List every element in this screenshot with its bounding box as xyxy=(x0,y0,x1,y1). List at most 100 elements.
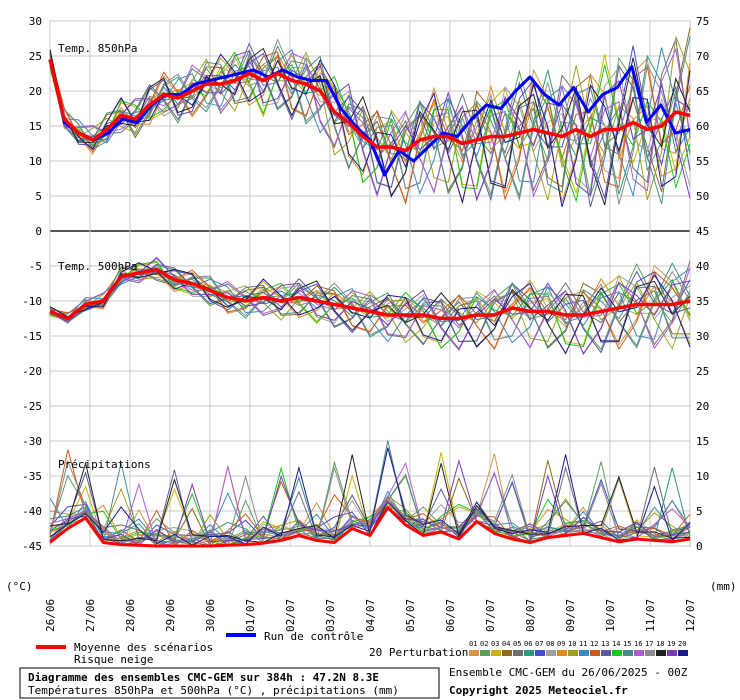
left-tick-label: -30 xyxy=(22,435,42,448)
mean-line-t500 xyxy=(49,267,691,321)
date-label: 02/07 xyxy=(284,599,297,632)
date-label: 30/06 xyxy=(204,599,217,632)
left-tick-label: -25 xyxy=(22,400,42,413)
left-tick-label: -10 xyxy=(22,295,42,308)
pert-swatch xyxy=(535,650,545,656)
right-tick-label: 40 xyxy=(696,260,709,273)
pert-id-label: 10 xyxy=(568,640,576,648)
date-label: 06/07 xyxy=(444,599,457,632)
pert-swatch xyxy=(491,650,501,656)
pert-id-label: 02 xyxy=(480,640,488,648)
date-label: 28/06 xyxy=(124,599,137,632)
perturbation-legend: 01 02 03 04 05 06 07 08 09 10 11 12 13 14 15 16 17 18 19 20 xyxy=(469,640,688,656)
right-tick-label: 0 xyxy=(696,540,703,553)
pert-id-label: 11 xyxy=(579,640,587,648)
left-tick-label: 30 xyxy=(29,15,42,28)
right-tick-label: 65 xyxy=(696,85,709,98)
pert-id-label: 18 xyxy=(656,640,664,648)
panel-title-t500: Temp. 500hPa xyxy=(58,260,137,273)
pert-swatch xyxy=(579,650,589,656)
perturbation-line-t500 xyxy=(49,264,691,344)
legend-control-swatch xyxy=(226,633,256,637)
pert-id-label: 12 xyxy=(590,640,598,648)
date-label: 05/07 xyxy=(404,599,417,632)
date-label: 10/07 xyxy=(604,599,617,632)
pert-swatch xyxy=(469,650,479,656)
pert-swatch xyxy=(502,650,512,656)
left-tick-label: -40 xyxy=(22,505,42,518)
run-info: Ensemble CMC-GEM du 26/06/2025 - 00Z xyxy=(449,666,688,679)
pert-swatch xyxy=(557,650,567,656)
date-labels: 26/06 27/06 28/06 29/06 30/06 01/07 02/07 03/07… xyxy=(44,599,697,632)
left-tick-label: 20 xyxy=(29,85,42,98)
perturbation-line-t500 xyxy=(49,263,691,354)
pert-id-label: 08 xyxy=(546,640,554,648)
legend-snow-label: Risque neige xyxy=(74,653,153,666)
pert-id-label: 17 xyxy=(645,640,653,648)
panel-title-precip: Précipitations xyxy=(58,458,151,471)
left-tick-label: 0 xyxy=(35,225,42,238)
pert-id-label: 15 xyxy=(623,640,631,648)
left-tick-label: 5 xyxy=(35,190,42,203)
pert-id-label: 13 xyxy=(601,640,609,648)
perturbation-line-t500 xyxy=(49,266,691,350)
pert-swatch xyxy=(601,650,611,656)
perturbation-line-t850 xyxy=(49,36,691,201)
pert-id-label: 01 xyxy=(469,640,477,648)
left-tick-label: 15 xyxy=(29,120,42,133)
date-label: 29/06 xyxy=(164,599,177,632)
date-label: 12/07 xyxy=(684,599,697,632)
right-tick-label: 60 xyxy=(696,120,709,133)
left-tick-label: 25 xyxy=(29,50,42,63)
pert-swatch xyxy=(634,650,644,656)
left-tick-label: -15 xyxy=(22,330,42,343)
perturbation-line-precip xyxy=(49,449,691,547)
legend-mean-label: Moyenne des scénarios xyxy=(74,641,213,654)
pert-swatch xyxy=(623,650,633,656)
pert-swatch xyxy=(590,650,600,656)
right-tick-label: 50 xyxy=(696,190,709,203)
date-label: 11/07 xyxy=(644,599,657,632)
perturbation-line-precip xyxy=(49,458,691,546)
perturbation-line-t500 xyxy=(49,256,691,356)
date-label: 08/07 xyxy=(524,599,537,632)
perturbation-line-t500 xyxy=(49,269,691,351)
perturbation-line-precip xyxy=(49,466,691,546)
perturbation-line-t850 xyxy=(49,50,691,202)
pert-swatch xyxy=(568,650,578,656)
pert-id-label: 04 xyxy=(502,640,510,648)
left-tick-label: 10 xyxy=(29,155,42,168)
pert-id-label: 16 xyxy=(634,640,642,648)
pert-swatch xyxy=(546,650,556,656)
date-label: 09/07 xyxy=(564,599,577,632)
right-tick-label: 5 xyxy=(696,505,703,518)
footer-subtitle: Températures 850hPa et 500hPa (°C) , pré… xyxy=(28,684,399,697)
right-tick-label: 75 xyxy=(696,15,709,28)
left-tick-label: -45 xyxy=(22,540,42,553)
mean-line-t850 xyxy=(48,59,691,153)
right-tick-label: 15 xyxy=(696,435,709,448)
main-lines xyxy=(48,59,691,548)
copyright: Copyright 2025 Meteociel.fr xyxy=(449,684,628,697)
right-tick-label: 25 xyxy=(696,365,709,378)
date-label: 26/06 xyxy=(44,599,57,632)
pert-swatch xyxy=(524,650,534,656)
perturbation-line-t850 xyxy=(49,51,691,203)
date-label: 07/07 xyxy=(484,599,497,632)
pert-swatch xyxy=(612,650,622,656)
left-unit-label: (°C) xyxy=(6,580,33,593)
legend-perturbations-label: 20 Perturbations xyxy=(369,646,475,659)
date-label: 03/07 xyxy=(324,599,337,632)
right-tick-label: 20 xyxy=(696,400,709,413)
footer-title: Diagramme des ensembles CMC-GEM sur 384h… xyxy=(28,671,379,684)
pert-swatch xyxy=(645,650,655,656)
pert-id-label: 06 xyxy=(524,640,532,648)
perturbation-line-t500 xyxy=(49,267,691,348)
pert-id-label: 03 xyxy=(491,640,499,648)
right-unit-label: (mm) xyxy=(710,580,737,593)
mean-line-precip xyxy=(49,506,691,548)
right-tick-label: 55 xyxy=(696,155,709,168)
pert-swatch xyxy=(513,650,523,656)
date-label: 04/07 xyxy=(364,599,377,632)
